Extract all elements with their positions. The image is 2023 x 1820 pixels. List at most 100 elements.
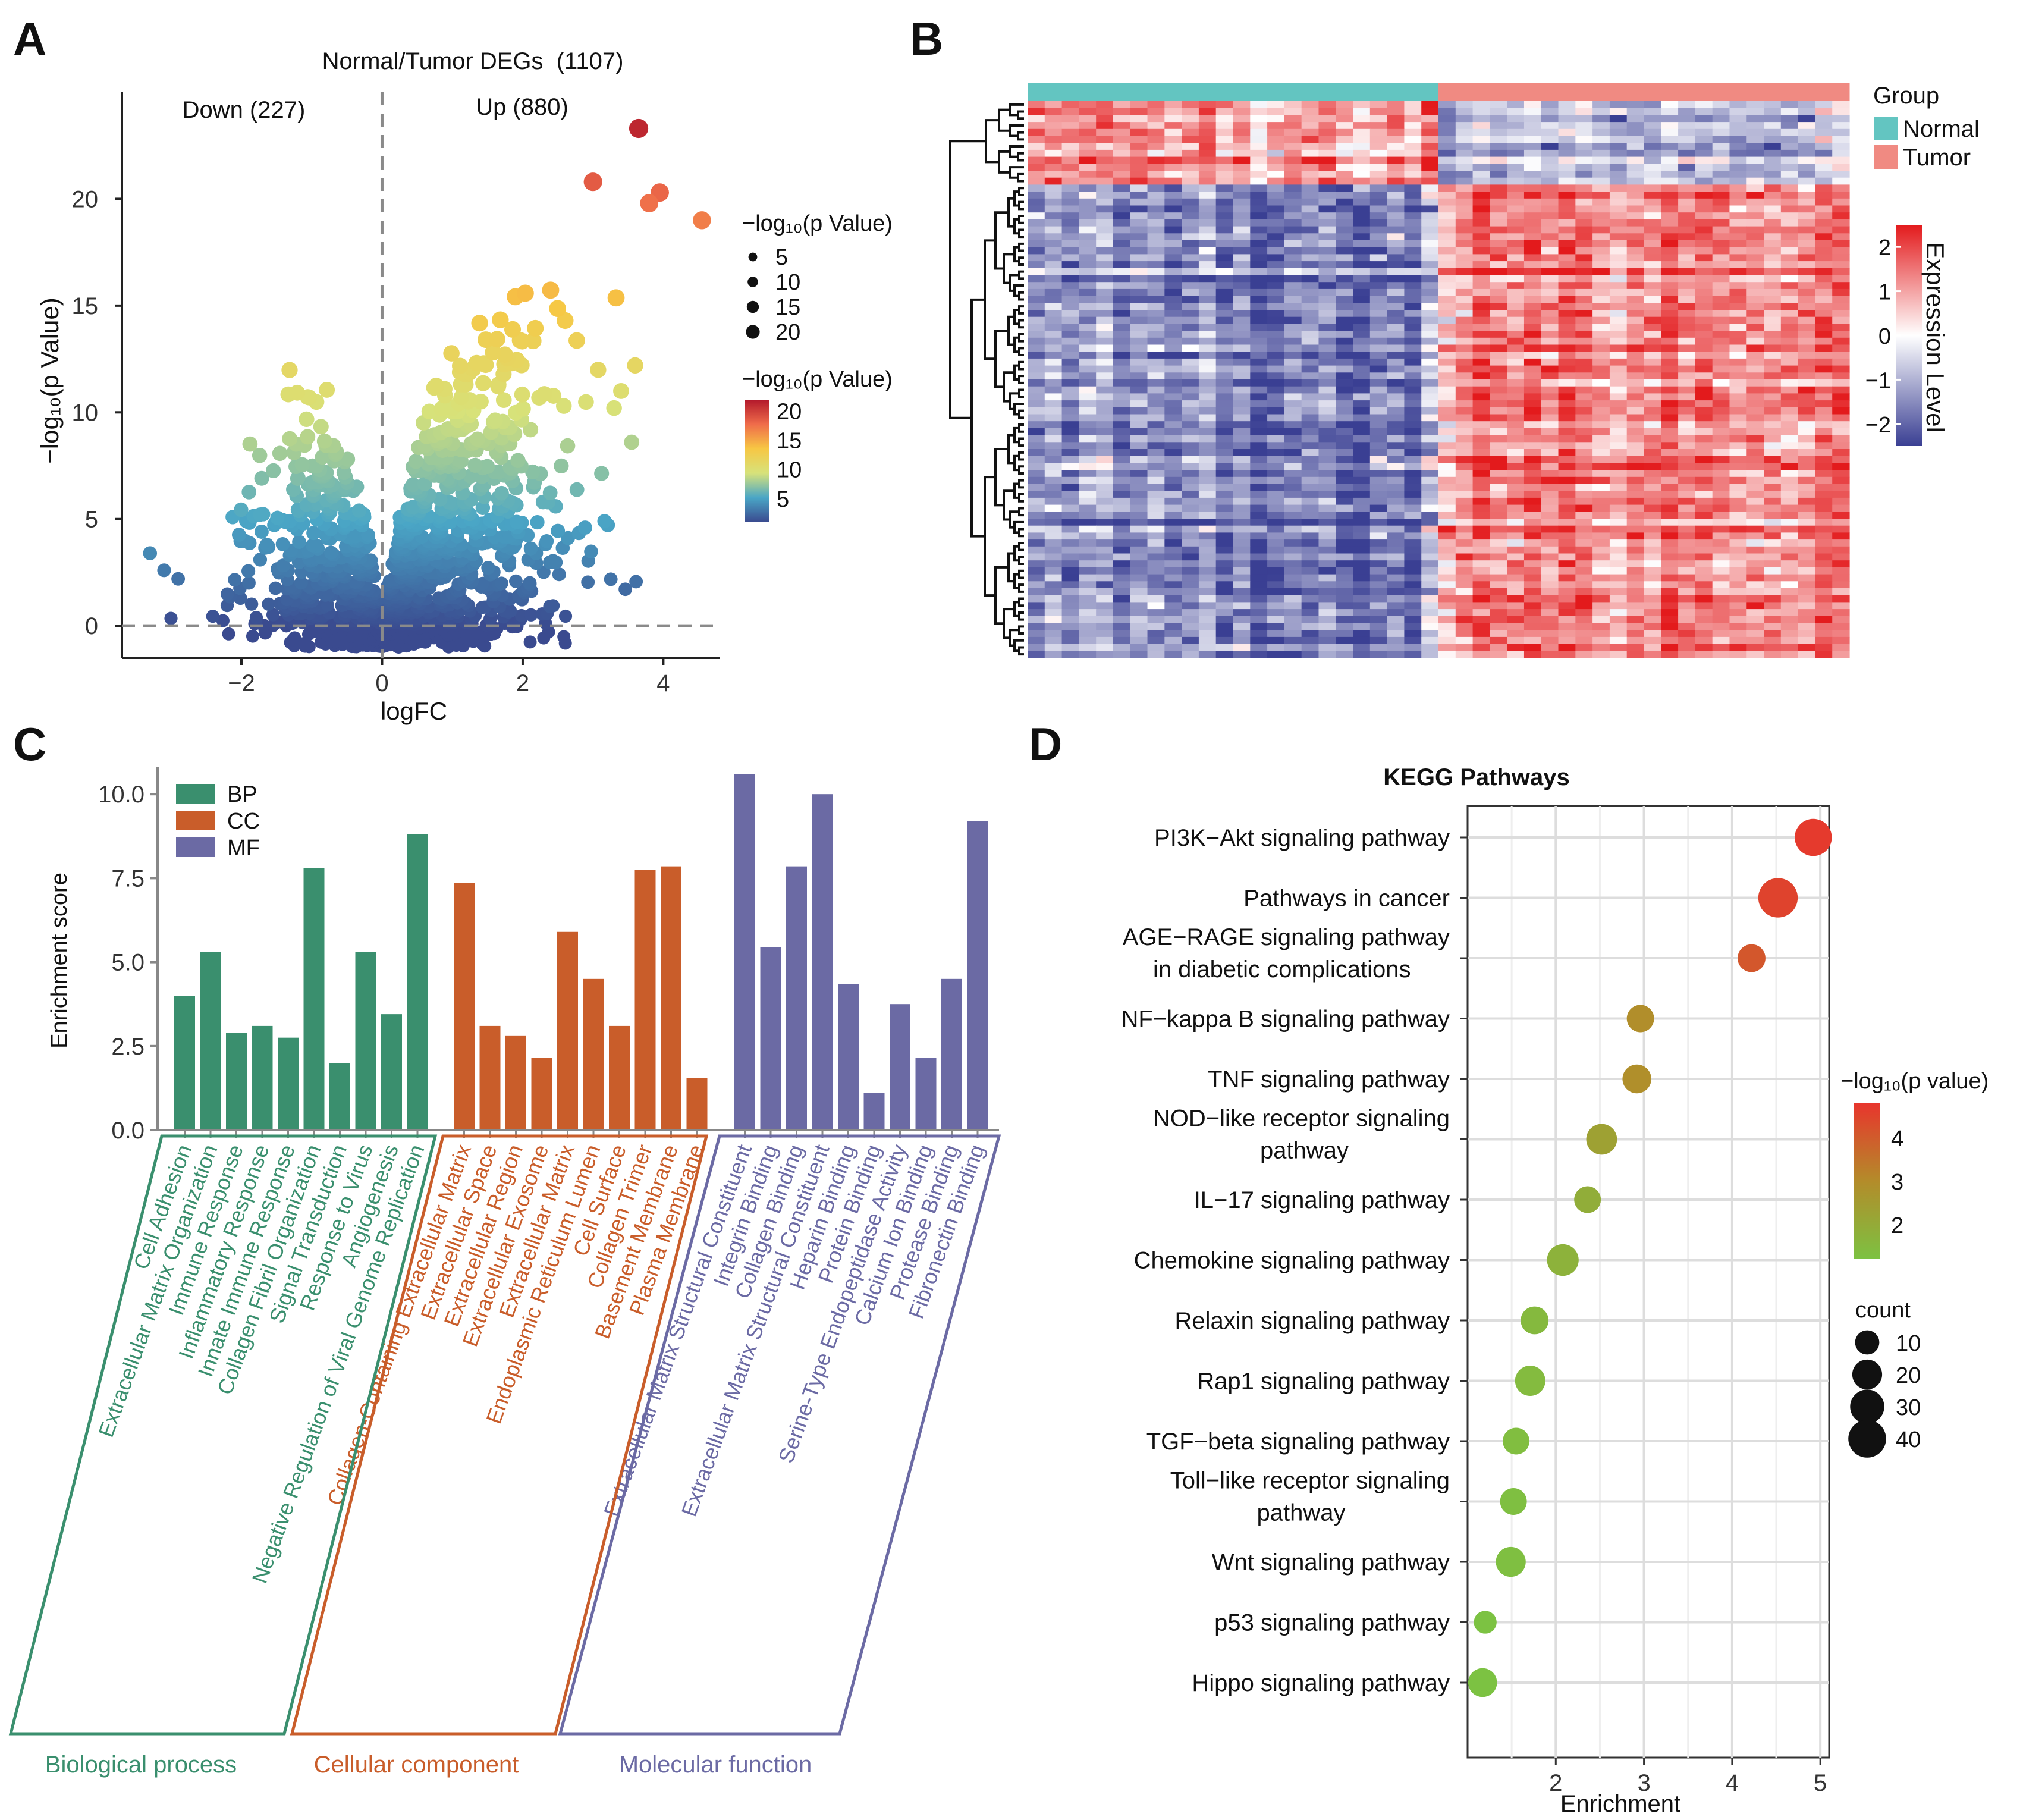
heatmap-cell (1044, 288, 1063, 297)
heatmap-cell (1644, 275, 1661, 283)
heatmap-cell (1284, 128, 1302, 137)
heatmap-cell (1780, 337, 1799, 346)
heatmap-cell (1044, 581, 1063, 589)
heatmap-cell (1061, 574, 1079, 582)
heatmap-cell (1250, 567, 1268, 575)
heatmap-cell (1079, 108, 1097, 115)
heatmap-cell (1455, 143, 1474, 150)
heatmap-cell (1626, 303, 1645, 310)
heatmap-cell (1421, 449, 1439, 457)
volcano-point (266, 608, 280, 622)
heatmap-cell (1626, 296, 1645, 303)
heatmap-cell (1712, 219, 1730, 227)
heatmap-cell (1729, 198, 1747, 206)
volcano-point (554, 458, 569, 474)
heatmap-cell (1815, 546, 1833, 554)
heatmap-cell (1558, 212, 1576, 220)
heatmap-cell (1626, 122, 1645, 130)
heatmap-cell (1147, 414, 1165, 422)
heatmap-cell (1404, 386, 1422, 394)
heatmap-cell (1609, 428, 1628, 436)
heatmap-cell (1267, 456, 1285, 463)
heatmap-cell (1421, 198, 1439, 206)
heatmap-cell (1592, 414, 1610, 422)
heatmap-cell (1815, 553, 1833, 561)
heatmap-cell (1764, 414, 1782, 422)
heatmap-cell (1523, 442, 1542, 450)
heatmap-cell (1507, 337, 1525, 346)
heatmap-cell (1164, 574, 1182, 582)
heatmap-cell (1301, 115, 1320, 123)
heatmap-cell (1609, 567, 1628, 575)
heatmap-cell (1575, 525, 1593, 533)
heatmap-cell (1318, 164, 1336, 171)
heatmap-cell (1644, 560, 1661, 568)
heatmap-cell (1250, 128, 1268, 137)
heatmap-cell (1028, 171, 1045, 178)
heatmap-cell (1729, 101, 1747, 109)
heatmap-cell (1558, 275, 1576, 283)
heatmap-cell (1336, 149, 1353, 158)
heatmap-cell (1438, 484, 1456, 491)
heatmap-cell (1130, 316, 1148, 324)
heatmap-cell (1780, 149, 1799, 158)
heatmap-cell (1455, 164, 1474, 171)
heatmap-cell (1079, 198, 1097, 206)
heatmap-cell (1575, 247, 1593, 255)
heatmap-cell (1815, 233, 1833, 241)
heatmap-cell (1695, 372, 1713, 380)
heatmap-cell (1472, 240, 1490, 248)
heatmap-cell (1130, 143, 1148, 150)
dendrogram-branch (985, 119, 999, 164)
heatmap-cell (1523, 171, 1542, 178)
heatmap-cell (1780, 122, 1799, 130)
heatmap-cell (1746, 379, 1764, 387)
heatmap-cell (1061, 497, 1079, 506)
heatmap-cell (1421, 574, 1439, 582)
heatmap-cell (1044, 358, 1063, 366)
heatmap-cell (1438, 497, 1456, 506)
heatmap-cell (1678, 149, 1696, 158)
heatmap-cell (1318, 553, 1336, 561)
heatmap-cell (1541, 164, 1559, 171)
heatmap-cell (1369, 456, 1388, 463)
heatmap-cell (1096, 560, 1114, 568)
heatmap-cell (1609, 574, 1628, 582)
heatmap-cell (1044, 122, 1063, 130)
heatmap-cell (1301, 372, 1320, 380)
heatmap-cell (1028, 560, 1045, 568)
heatmap-cell (1644, 156, 1661, 164)
heatmap-cell (1626, 198, 1645, 206)
heatmap-cell (1113, 553, 1131, 561)
heatmap-cell (1780, 164, 1799, 171)
heatmap-cell (1404, 497, 1422, 506)
heatmap-cell (1575, 143, 1593, 150)
heatmap-cell (1353, 484, 1371, 491)
volcano-point (618, 582, 632, 597)
heatmap-cell (1182, 268, 1199, 276)
heatmap-cell (1044, 449, 1063, 457)
heatmap-cell (1695, 268, 1713, 276)
heatmap-cell (1490, 365, 1507, 373)
heatmap-cell (1523, 463, 1542, 470)
heatmap-cell (1096, 497, 1114, 506)
heatmap-cell (1490, 316, 1507, 324)
heatmap-cell (1267, 400, 1285, 408)
heatmap-cell (1044, 525, 1063, 533)
heatmap-cell (1250, 177, 1268, 185)
heatmap-cell (1267, 595, 1285, 603)
heatmap-cell (1079, 581, 1097, 589)
heatmap-cell (1336, 226, 1353, 234)
heatmap-cell (1318, 519, 1336, 526)
heatmap-cell (1455, 156, 1474, 164)
heatmap-cell (1455, 310, 1474, 318)
heatmap-cell (1678, 484, 1696, 491)
heatmap-cell (1661, 421, 1679, 429)
heatmap-cell (1061, 435, 1079, 443)
heatmap-cell (1164, 358, 1182, 366)
heatmap-cell (1678, 400, 1696, 408)
heatmap-cell (1387, 219, 1405, 227)
heatmap-cell (1250, 588, 1268, 596)
heatmap-cell (1387, 177, 1405, 185)
heatmap-cell (1267, 491, 1285, 498)
